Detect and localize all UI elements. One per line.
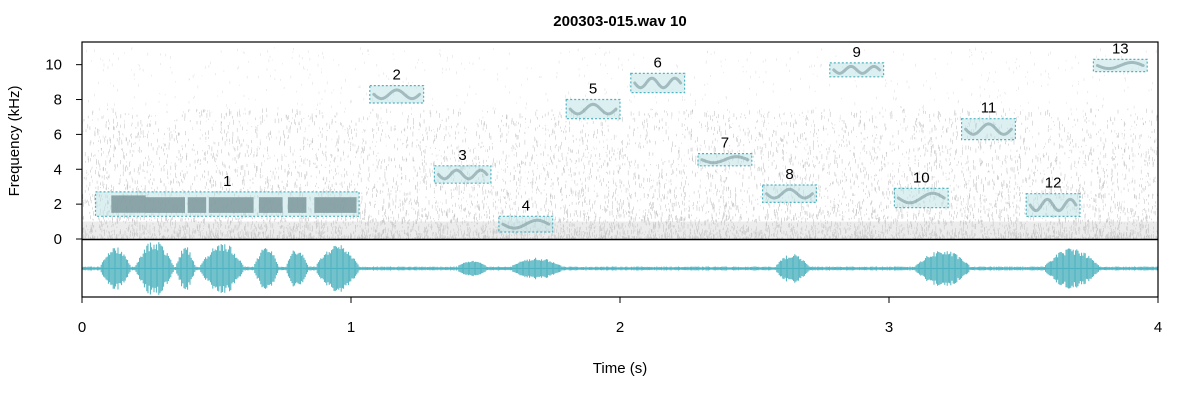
selection-label: 7 [721, 135, 729, 152]
chart-title: 200303-015.wav 10 [553, 13, 686, 30]
y-tick-label: 8 [54, 92, 62, 109]
y-tick-label: 2 [54, 196, 62, 213]
y-tick-label: 10 [45, 57, 62, 74]
selection-box [630, 72, 686, 94]
selection-label: 2 [393, 67, 401, 84]
x-tick-label: 3 [885, 319, 893, 336]
x-axis-label: Time (s) [593, 360, 647, 377]
x-tick-label: 2 [616, 319, 624, 336]
waveform [82, 242, 1158, 295]
selection-label: 13 [1112, 40, 1129, 57]
selection-label: 10 [913, 169, 930, 186]
selection-box [1092, 58, 1148, 73]
selection-label: 6 [654, 54, 662, 71]
selection-label: 12 [1045, 175, 1062, 192]
x-tick-label: 0 [78, 319, 86, 336]
y-tick-label: 4 [54, 161, 62, 178]
y-tick-label: 6 [54, 126, 62, 143]
selection-box [433, 165, 492, 184]
y-axis-label: Frequency (kHz) [6, 86, 23, 197]
spectrogram-noise [82, 47, 1158, 239]
selection-label: 1 [223, 173, 231, 190]
waveform-trace [82, 242, 1158, 295]
selection-box [829, 62, 885, 78]
selection-label: 11 [981, 100, 997, 117]
selection-label: 3 [458, 147, 466, 164]
selection-box [94, 191, 360, 217]
selection-box [369, 84, 425, 104]
selection-box [893, 187, 949, 209]
selection-label: 4 [522, 197, 530, 214]
selection-box [1025, 193, 1081, 217]
x-tick-label: 1 [347, 319, 355, 336]
x-tick-label: 4 [1154, 319, 1162, 336]
selection-label: 9 [853, 44, 861, 61]
selection-box [697, 153, 753, 167]
selection-box [498, 215, 554, 233]
y-tick-label: 0 [54, 231, 62, 248]
selection-box [761, 184, 817, 203]
selection-label: 5 [589, 81, 597, 98]
selection-box [565, 98, 621, 120]
selection-label: 8 [785, 166, 793, 183]
selection-box [960, 118, 1016, 141]
